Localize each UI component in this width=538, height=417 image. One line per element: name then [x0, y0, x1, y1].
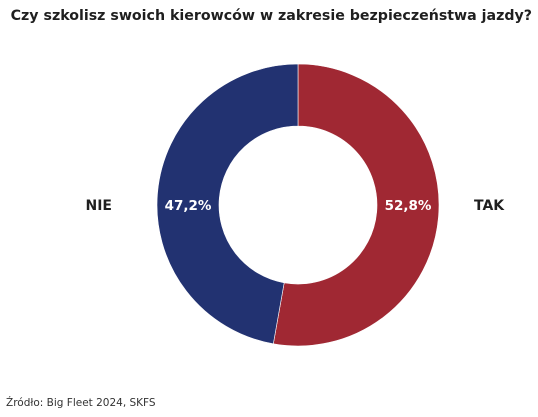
slice-nie [156, 63, 299, 345]
category-label-tak: TAK [474, 198, 505, 214]
value-label-nie: 47,2% [165, 198, 212, 214]
category-label-nie: NIE [86, 198, 113, 214]
value-label-tak: 52,8% [385, 198, 432, 214]
source-note: Źródło: Big Fleet 2024, SKFS [6, 397, 156, 409]
slices-group [156, 63, 440, 347]
labels-group: 52,8% TAK 47,2% NIE [86, 198, 506, 214]
chart-title: Czy szkolisz swoich kierowców w zakresie… [10, 8, 532, 24]
slice-tak [272, 63, 440, 347]
